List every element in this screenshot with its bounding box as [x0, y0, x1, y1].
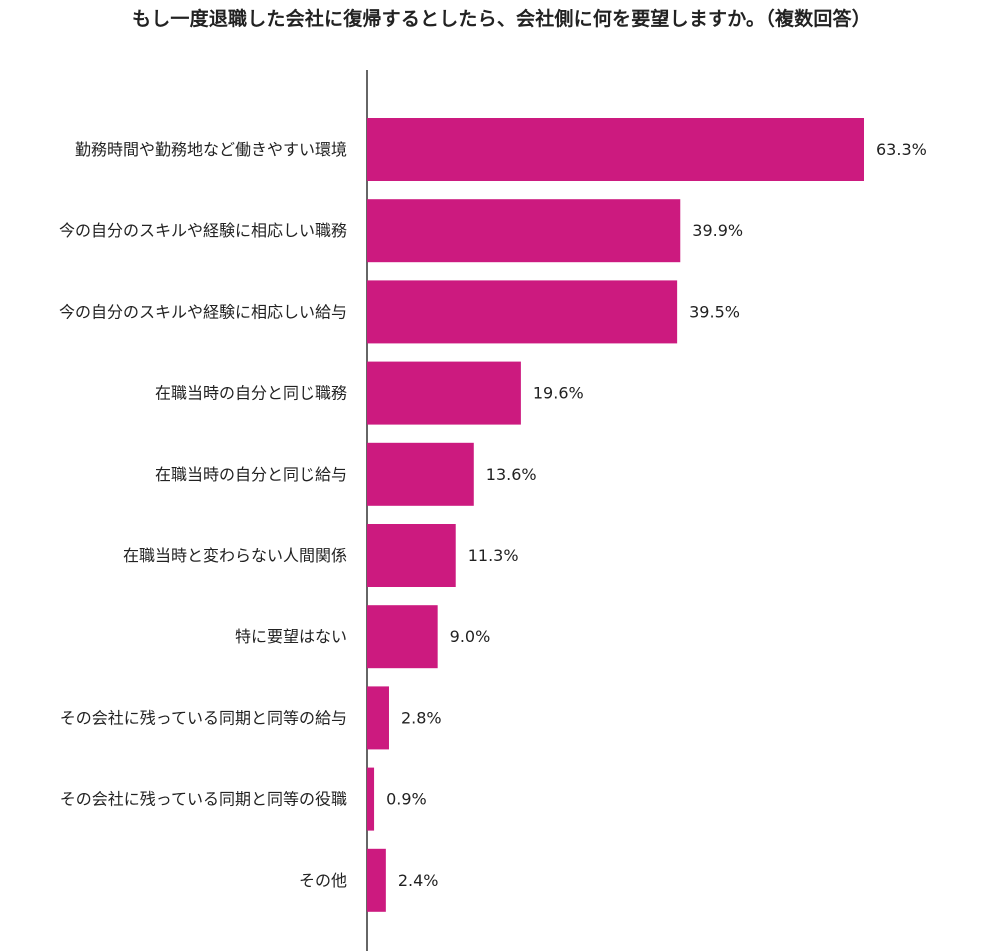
category-label: 今の自分のスキルや経験に相応しい給与	[59, 302, 347, 321]
category-label: 特に要望はない	[235, 627, 347, 646]
bar-row: その会社に残っている同期と同等の役職 0.9%	[60, 767, 427, 831]
value-label: 0.9%	[386, 790, 427, 809]
value-label: 2.4%	[398, 871, 439, 890]
bar	[367, 361, 521, 425]
bar-row: 勤務時間や勤務地など働きやすい環境 63.3%	[75, 118, 927, 181]
bar-row: 在職当時と変わらない人間関係 11.3%	[123, 524, 519, 587]
category-label: 在職当時の自分と同じ給与	[155, 465, 347, 484]
bar	[367, 118, 864, 181]
bar-row: 在職当時の自分と同じ職務 19.6%	[155, 361, 584, 425]
value-label: 11.3%	[468, 546, 519, 565]
bar	[367, 605, 438, 669]
bar-row: その他 2.4%	[299, 848, 439, 912]
bar-row: 今の自分のスキルや経験に相応しい給与 39.5%	[59, 280, 740, 344]
category-label: その他	[299, 871, 347, 890]
bar-row: 特に要望はない 9.0%	[235, 605, 491, 669]
bar	[367, 524, 456, 587]
value-label: 13.6%	[486, 465, 537, 484]
category-label: その会社に残っている同期と同等の給与	[60, 708, 347, 727]
bar-row: 在職当時の自分と同じ給与 13.6%	[155, 442, 537, 506]
value-label: 9.0%	[450, 627, 491, 646]
value-label: 2.8%	[401, 708, 442, 727]
bar-row: 今の自分のスキルや経験に相応しい職務 39.9%	[59, 199, 743, 263]
bar	[367, 767, 375, 831]
value-label: 63.3%	[876, 140, 927, 159]
chart-title: もし一度退職した会社に復帰するとしたら、会社側に何を要望しますか。（複数回答）	[132, 8, 871, 30]
bar	[367, 848, 386, 912]
category-label: その会社に残っている同期と同等の役職	[60, 790, 347, 809]
value-label: 39.5%	[689, 302, 740, 321]
category-label: 今の自分のスキルや経験に相応しい職務	[59, 221, 347, 240]
value-label: 39.9%	[692, 221, 743, 240]
bar	[367, 442, 474, 506]
category-label: 在職当時と変わらない人間関係	[123, 546, 347, 565]
bar-row: その会社に残っている同期と同等の給与 2.8%	[60, 686, 442, 750]
bar	[367, 686, 389, 750]
bar	[367, 280, 678, 344]
category-label: 勤務時間や勤務地など働きやすい環境	[75, 140, 347, 159]
value-label: 19.6%	[533, 384, 584, 403]
category-label: 在職当時の自分と同じ職務	[155, 384, 347, 403]
bar	[367, 199, 681, 263]
